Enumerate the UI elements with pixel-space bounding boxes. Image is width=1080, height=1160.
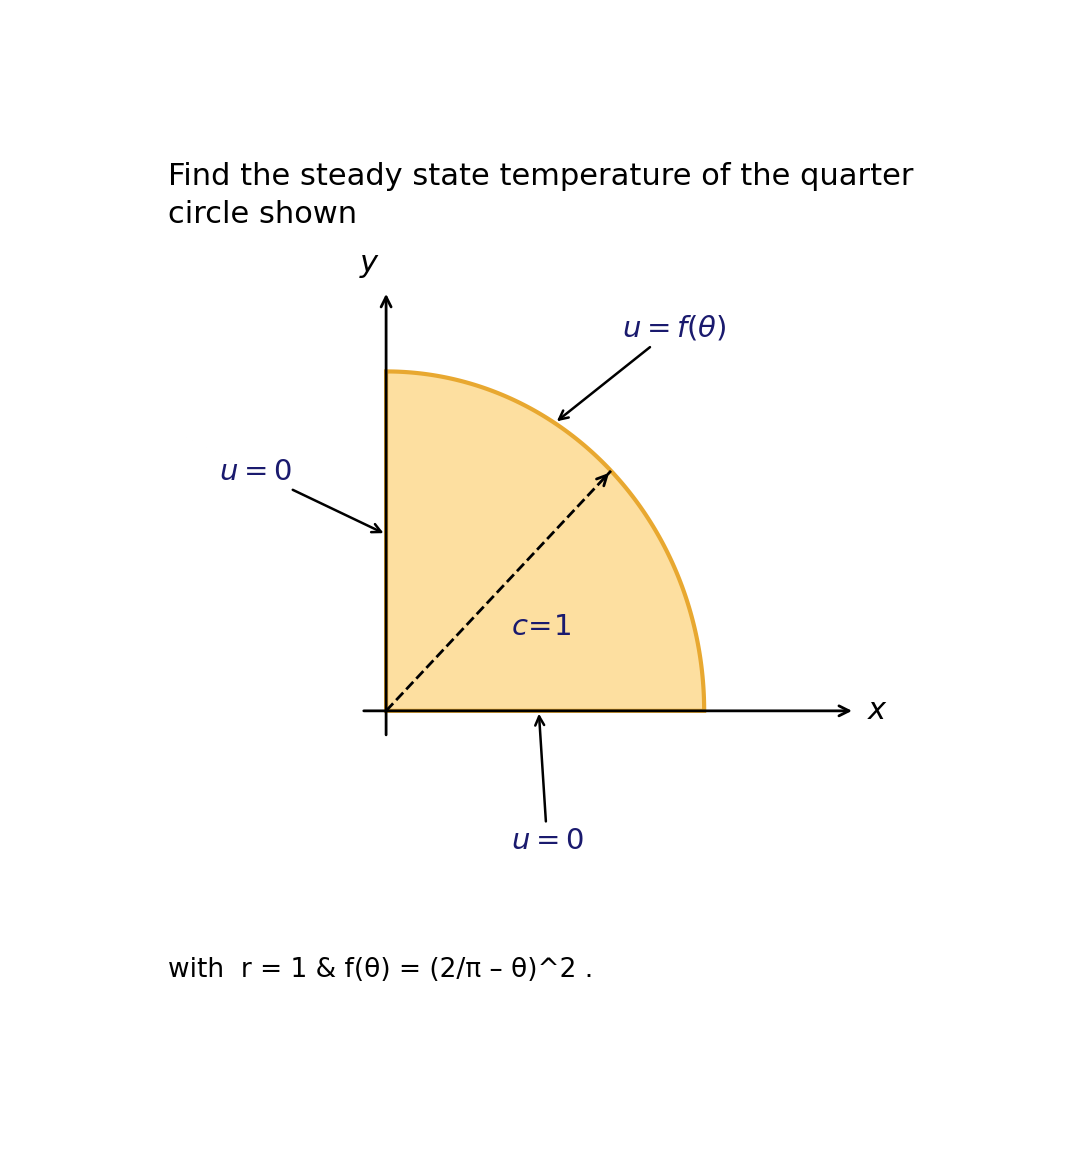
Text: with  r = 1 & f(θ) = (2/π – θ)^2 .: with r = 1 & f(θ) = (2/π – θ)^2 . (168, 957, 594, 984)
Text: Find the steady state temperature of the quarter
circle shown: Find the steady state temperature of the… (168, 161, 914, 229)
Text: $u = 0$: $u = 0$ (218, 458, 381, 532)
Polygon shape (387, 371, 704, 711)
Text: $u = f(\theta)$: $u = f(\theta)$ (559, 313, 726, 420)
Text: $u = 0$: $u = 0$ (511, 717, 583, 855)
Text: $c\!=\!1$: $c\!=\!1$ (511, 614, 571, 641)
Text: $x$: $x$ (867, 696, 889, 725)
Text: $y$: $y$ (359, 252, 380, 281)
